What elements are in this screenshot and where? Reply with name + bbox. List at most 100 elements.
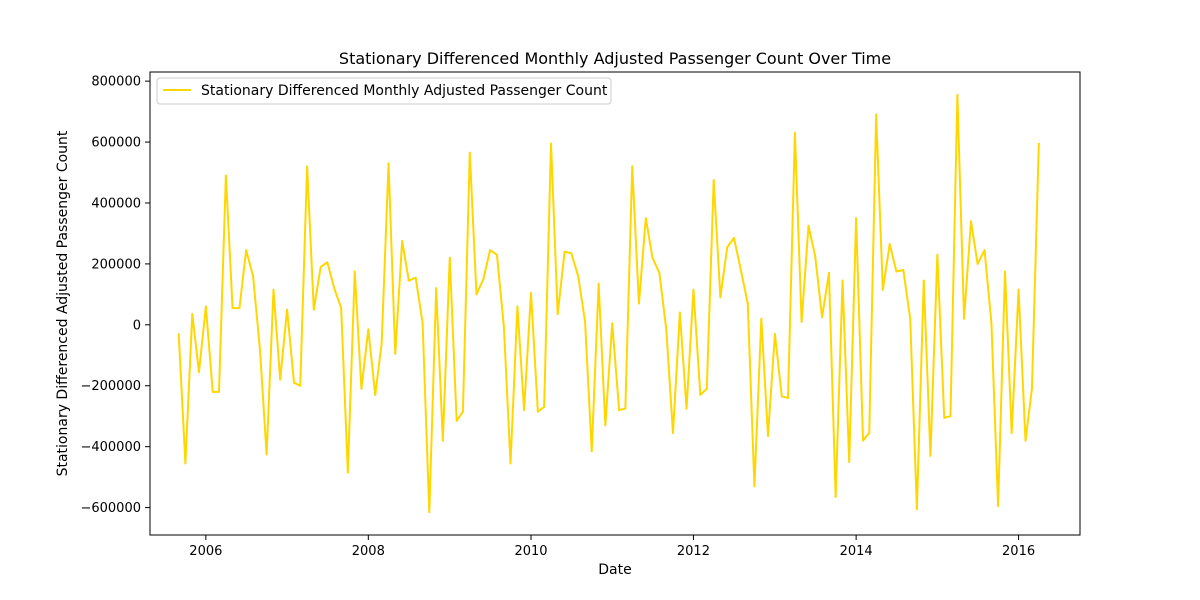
data-point (380, 342, 383, 345)
data-point (949, 415, 952, 418)
data-point (319, 265, 322, 268)
data-point (211, 390, 214, 393)
x-tick-label: 2006 (189, 544, 222, 559)
x-axis-ticks: 2006 2008 2010 2012 2014 2016 (189, 535, 1035, 559)
data-point (556, 313, 559, 316)
data-point (482, 278, 485, 281)
data-point (821, 316, 824, 319)
data-point (644, 217, 647, 220)
data-point (441, 439, 444, 442)
legend-label: Stationary Differenced Monthly Adjusted … (201, 83, 608, 99)
data-point (1017, 288, 1020, 291)
data-point (292, 381, 295, 384)
data-point (753, 485, 756, 488)
x-tick-label: 2012 (677, 544, 710, 559)
data-point (177, 332, 180, 335)
data-point (611, 322, 614, 325)
data-point (699, 393, 702, 396)
data-point (428, 511, 431, 514)
y-tick-label: 0 (133, 318, 141, 333)
legend-box (156, 77, 612, 105)
data-point (665, 328, 668, 331)
data-point (333, 287, 336, 290)
y-tick-label: −600000 (80, 501, 141, 516)
y-tick-label: 400000 (91, 196, 141, 211)
data-point (509, 462, 512, 465)
data-point (760, 317, 763, 320)
data-point (197, 371, 200, 374)
x-tick-label: 2016 (1002, 544, 1035, 559)
data-point (969, 220, 972, 223)
data-point (550, 142, 553, 145)
data-point (997, 505, 1000, 508)
data-point (448, 256, 451, 259)
data-point (895, 270, 898, 273)
data-point (435, 287, 438, 290)
y-tick-label: 600000 (91, 136, 141, 151)
data-point (841, 279, 844, 282)
data-point (475, 293, 478, 296)
data-point (983, 249, 986, 252)
data-point (224, 174, 227, 177)
data-point (963, 317, 966, 320)
data-point (807, 224, 810, 227)
data-point (590, 450, 593, 453)
data-point (265, 453, 268, 456)
data-point (712, 179, 715, 182)
data-point (326, 261, 329, 264)
data-point (875, 113, 878, 116)
data-point (1037, 142, 1040, 145)
data-point (421, 322, 424, 325)
data-point (929, 454, 932, 457)
data-point (543, 406, 546, 409)
data-point (766, 435, 769, 438)
data-point (340, 307, 343, 310)
data-point (184, 462, 187, 465)
data-point (624, 407, 627, 410)
data-point (597, 282, 600, 285)
x-tick-label: 2014 (840, 544, 873, 559)
data-point (536, 410, 539, 413)
data-point (360, 387, 363, 390)
series-line-0 (177, 93, 1040, 514)
data-point (922, 279, 925, 282)
y-tick-label: 800000 (91, 75, 141, 90)
data-point (577, 275, 580, 278)
data-point (827, 272, 830, 275)
data-point (943, 416, 946, 419)
data-point (272, 288, 275, 291)
data-point (252, 275, 255, 278)
data-point (461, 410, 464, 413)
data-point (286, 308, 289, 311)
data-point (746, 302, 749, 305)
data-point (881, 288, 884, 291)
plot-area (177, 93, 1040, 514)
y-tick-label: −400000 (80, 440, 141, 455)
data-point (618, 409, 621, 412)
data-point (726, 246, 729, 249)
data-point (862, 439, 865, 442)
y-tick-label: −200000 (80, 379, 141, 394)
data-point (787, 396, 790, 399)
data-point (814, 255, 817, 258)
data-point (888, 243, 891, 246)
data-point (231, 307, 234, 310)
data-point (353, 270, 356, 273)
data-point (258, 348, 261, 351)
data-point (631, 165, 634, 168)
data-point (489, 249, 492, 252)
data-point (245, 249, 248, 252)
data-point (685, 407, 688, 410)
data-point (299, 384, 302, 387)
data-point (658, 272, 661, 275)
y-tick-label: 200000 (91, 257, 141, 272)
data-point (936, 253, 939, 256)
data-point (1024, 439, 1027, 442)
data-point (637, 302, 640, 305)
data-point (414, 276, 417, 279)
data-point (719, 296, 722, 299)
data-point (238, 307, 241, 310)
data-point (915, 508, 918, 511)
data-point (732, 237, 735, 240)
